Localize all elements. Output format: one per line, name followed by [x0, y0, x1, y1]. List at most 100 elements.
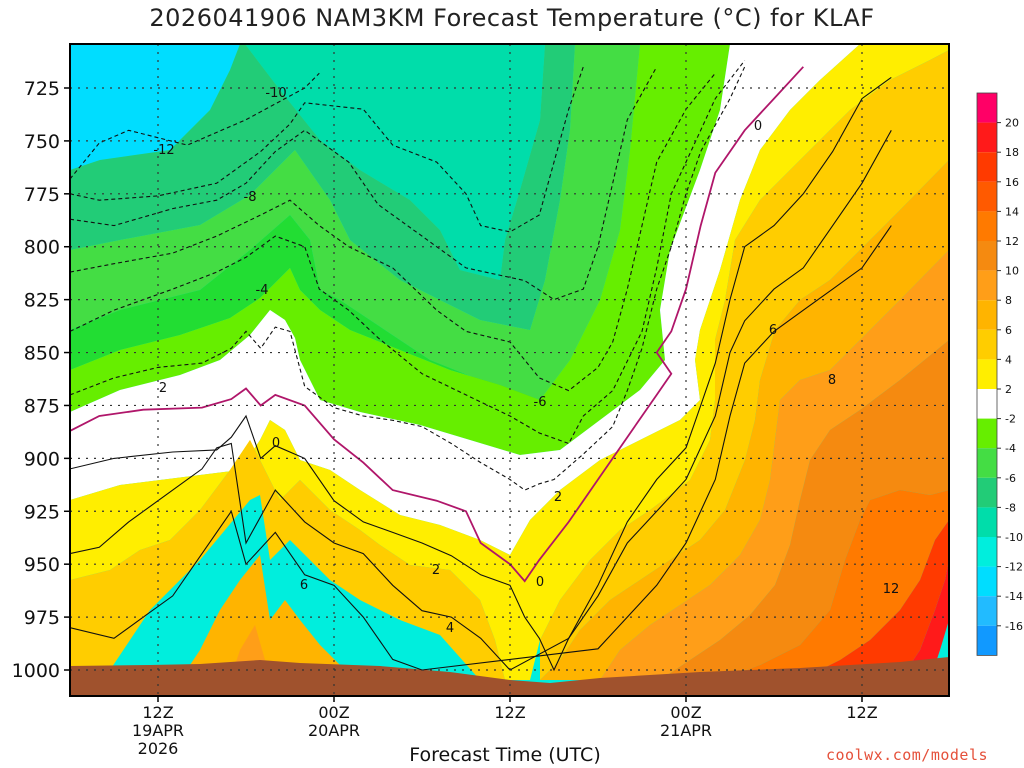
contour-label: -8: [244, 190, 257, 205]
contour-label: 8: [828, 373, 836, 388]
y-tick-label: 950: [24, 554, 60, 576]
colorbar-label: 6: [1005, 324, 1012, 337]
colorbar-label: 10: [1005, 265, 1019, 278]
chart-title: 2026041906 NAM3KM Forecast Temperature (…: [149, 4, 875, 32]
contour-label: 0: [272, 436, 280, 451]
colorbar-label: 2: [1005, 383, 1012, 396]
band-4: [70, 50, 949, 680]
contour-label: -10: [265, 86, 286, 101]
colorbar-swatch: [977, 566, 997, 597]
y-tick-label: 975: [24, 607, 60, 629]
colorbar-label: -12: [1005, 561, 1023, 574]
x-tick-label: 00Z: [670, 703, 701, 722]
colorbar-label: 16: [1005, 176, 1019, 189]
y-tick-label: 825: [24, 290, 60, 312]
x-tick-year: 2026: [138, 739, 179, 758]
x-tick-label: 12Z: [494, 703, 525, 722]
band-0-white: [70, 44, 860, 555]
colorbar-label: -2: [1005, 413, 1016, 426]
colorbar-frame: [976, 92, 998, 656]
colorbar-swatch: [977, 596, 997, 626]
contour-line: [70, 72, 716, 392]
y-tick-label: 750: [24, 131, 60, 153]
colorbar-swatch: [977, 418, 997, 449]
band-12: [720, 490, 949, 680]
colorbar-swatch: [977, 507, 997, 537]
y-tick-label: 775: [24, 184, 60, 206]
colorbar-label: 12: [1005, 235, 1019, 248]
colorbar-swatch: [977, 448, 997, 478]
contour-label: 0: [536, 575, 544, 590]
band-minus-10-right: [245, 44, 545, 280]
plot-area: [70, 44, 949, 696]
colorbar-swatch: [977, 537, 997, 567]
colorbar-label: -6: [1005, 472, 1016, 485]
colorbar-swatch: [977, 241, 997, 271]
band-8: [230, 250, 949, 680]
contour-label: 12: [883, 582, 900, 597]
band-minus-8: [70, 44, 575, 330]
y-tick-label: 925: [24, 501, 60, 523]
colorbar-swatch: [977, 211, 997, 241]
y-axis: 725 750 775 800 825 850 875 900 925 950 975 1000: [12, 78, 70, 682]
band-minus-2: [70, 44, 730, 455]
contour-labels: -10 -12 -8 -4 -6 2 0 2 6 2 4 0 0 6 8 12: [153, 86, 899, 636]
contour-label: 0: [754, 119, 762, 134]
contour-line: [70, 66, 584, 233]
contour-label: -4: [256, 283, 269, 298]
band-16: [900, 560, 949, 680]
contour-line: [70, 130, 892, 671]
contour-label: 2: [432, 563, 440, 578]
colorbar-swatch: [977, 477, 997, 508]
band-6: [180, 160, 949, 680]
band-10: [660, 340, 949, 680]
colorbar-label: 18: [1005, 146, 1019, 159]
colorbar-swatch: [977, 122, 997, 153]
x-tick-label: 12Z: [142, 703, 173, 722]
credit-link[interactable]: coolwx.com/models: [826, 746, 989, 764]
contour-line: [70, 76, 892, 672]
colorbar: 20 18 16 14 12 10 8 6 4 2 -2 -4 -6 -8 -10 -12 -14 -16: [976, 92, 1023, 656]
colorbar-label: -8: [1005, 501, 1016, 514]
colorbar-label: -10: [1005, 531, 1023, 544]
colorbar-swatch: [977, 93, 997, 123]
contour-label: -6: [534, 395, 547, 410]
y-tick-label: 875: [24, 395, 60, 417]
x-axis-title: Forecast Time (UTC): [409, 744, 601, 766]
band-minus-4: [70, 215, 540, 400]
contour-label: 2: [159, 381, 167, 396]
x-tick-label: 00Z: [318, 703, 349, 722]
y-tick-label: 850: [24, 343, 60, 365]
colorbar-label: 8: [1005, 294, 1012, 307]
x-tick-date: 21APR: [660, 721, 712, 740]
x-tick-date: 20APR: [308, 721, 360, 740]
contour-label: 6: [769, 323, 777, 338]
colorbar-swatch: [977, 300, 997, 330]
band-minus-6: [70, 44, 640, 400]
contour-line: [70, 72, 320, 180]
y-tick-label: 800: [24, 237, 60, 259]
contour-label: 6: [300, 578, 308, 593]
y-tick-label: 725: [24, 78, 60, 100]
y-tick-label: 1000: [12, 660, 60, 682]
colorbar-label: -4: [1005, 442, 1016, 455]
y-tick-label: 900: [24, 448, 60, 470]
contour-label: 2: [554, 490, 562, 505]
contour-line: [70, 66, 658, 301]
contour-line: [70, 60, 746, 445]
contour-label: -12: [153, 143, 174, 158]
contour-line: [70, 66, 746, 491]
colorbar-label: 4: [1005, 353, 1012, 366]
colorbar-swatch: [977, 329, 997, 360]
contour-label: 4: [446, 621, 454, 636]
colorbar-label: -14: [1005, 590, 1023, 603]
band-14: [800, 520, 949, 680]
x-tick-label: 12Z: [846, 703, 877, 722]
contour-line: [70, 66, 804, 583]
colorbar-swatch: [977, 181, 997, 212]
colorbar-swatch: [977, 152, 997, 182]
ground-terrain: [70, 657, 949, 696]
colorbar-label: 14: [1005, 205, 1019, 218]
